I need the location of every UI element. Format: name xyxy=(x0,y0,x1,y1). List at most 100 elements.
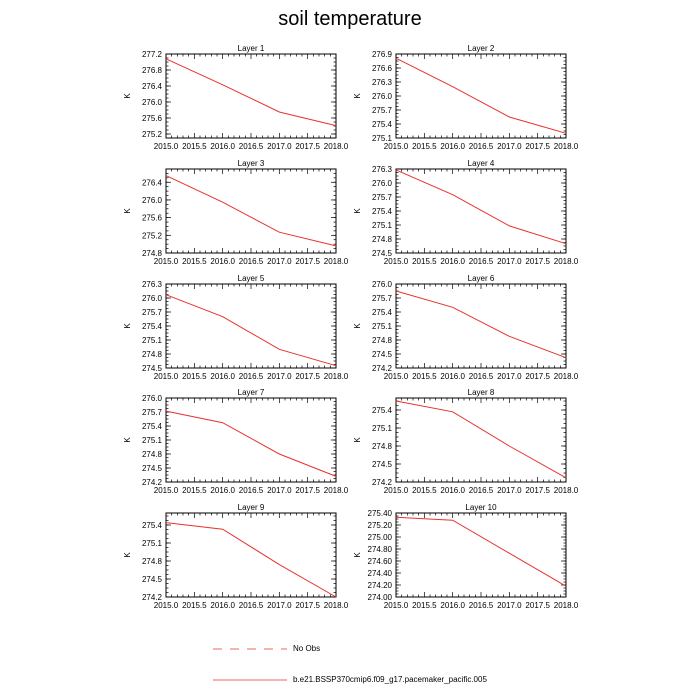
layer-8-ylabel: K xyxy=(353,437,362,443)
layer-2-xtick-label: 2016.0 xyxy=(440,142,465,151)
layer-1-xtick-label: 2015.5 xyxy=(182,142,207,151)
layer-8-ytick-label: 275.1 xyxy=(372,424,393,433)
layer-3-plot-frame xyxy=(165,168,337,254)
layer-8-ytick-label: 275.4 xyxy=(372,406,393,415)
layer-3-ytick-label: 275.2 xyxy=(142,231,163,240)
layer-5-ytick-label: 274.8 xyxy=(142,350,163,359)
layer-7-ytick-label: 275.1 xyxy=(142,436,163,445)
layer-9-ytick-label: 275.1 xyxy=(142,539,163,548)
layer-7-xtick-label: 2015.0 xyxy=(154,486,179,495)
layer-8-ytick-label: 274.8 xyxy=(372,442,393,451)
layer-9-series-line xyxy=(165,522,337,598)
layer-4-xtick-label: 2015.5 xyxy=(412,257,437,266)
layer-6-ytick-label: 275.7 xyxy=(372,294,393,303)
layer-5-plot-frame xyxy=(165,283,337,369)
layer-5-xtick-label: 2017.0 xyxy=(267,372,292,381)
layer-3-ytick-label: 275.6 xyxy=(142,214,163,223)
layer-6-xtick-label: 2015.0 xyxy=(384,372,409,381)
layer-8-xtick-label: 2017.0 xyxy=(497,486,522,495)
layer-10-ytick-label: 275.00 xyxy=(368,533,393,542)
layer-7-ytick-label: 276.0 xyxy=(142,394,163,403)
layer-9-xtick-label: 2017.5 xyxy=(295,601,320,610)
layer-1-plot-frame xyxy=(165,53,337,139)
layer-7-xtick-label: 2018.0 xyxy=(324,486,349,495)
layer-10-ytick-label: 274.80 xyxy=(368,545,393,554)
layer-4-ylabel: K xyxy=(353,208,362,214)
layer-4-ytick-label: 274.8 xyxy=(372,235,393,244)
layer-10-ytick-label: 275.40 xyxy=(368,509,393,518)
layer-2-xtick-label: 2017.5 xyxy=(525,142,550,151)
layer-3-xtick-label: 2015.0 xyxy=(154,257,179,266)
layer-2-ytick-label: 275.1 xyxy=(372,134,393,143)
layer-7-ytick-label: 274.8 xyxy=(142,450,163,459)
layer-5-series-line xyxy=(165,294,337,367)
layer-4-ytick-label: 274.5 xyxy=(372,249,393,258)
layer-2-xtick-label: 2015.5 xyxy=(412,142,437,151)
layer-9-ytick-label: 274.8 xyxy=(142,557,163,566)
layer-6-xtick-label: 2015.5 xyxy=(412,372,437,381)
layer-10-ytick-label: 274.20 xyxy=(368,581,393,590)
layer-9-ytick-label: 274.5 xyxy=(142,575,163,584)
layer-7-xtick-label: 2015.5 xyxy=(182,486,207,495)
layer-7-series-line xyxy=(165,410,337,477)
layer-6-plot-frame xyxy=(395,283,567,369)
layer-2-ytick-label: 276.6 xyxy=(372,64,393,73)
layer-10-plot-frame xyxy=(395,512,567,598)
layer-5-xtick-label: 2018.0 xyxy=(324,372,349,381)
layer-9-xtick-label: 2015.5 xyxy=(182,601,207,610)
layer-5-xtick-label: 2016.0 xyxy=(210,372,235,381)
layer-2-title: Layer 2 xyxy=(468,44,495,53)
layer-10-ytick-label: 274.40 xyxy=(368,569,393,578)
layer-2-xtick-label: 2016.5 xyxy=(469,142,494,151)
layer-1-xtick-label: 2016.0 xyxy=(210,142,235,151)
layer-10-xtick-label: 2016.0 xyxy=(440,601,465,610)
layer-5-ylabel: K xyxy=(123,323,132,329)
layer-10-xtick-label: 2017.5 xyxy=(525,601,550,610)
layer-2-ytick-label: 275.4 xyxy=(372,120,393,129)
layer-4-xtick-label: 2016.5 xyxy=(469,257,494,266)
layer-5-ytick-label: 275.7 xyxy=(142,308,163,317)
layer-3-xtick-label: 2017.5 xyxy=(295,257,320,266)
layer-10-title: Layer 10 xyxy=(465,503,497,512)
layer-2-ytick-label: 276.3 xyxy=(372,78,393,87)
layer-1-ytick-label: 276.0 xyxy=(142,98,163,107)
layer-5-ytick-label: 276.3 xyxy=(142,280,163,289)
layer-10-ytick-label: 275.20 xyxy=(368,521,393,530)
layer-8-title: Layer 8 xyxy=(468,388,495,397)
layer-8-ytick-label: 274.5 xyxy=(372,460,393,469)
layer-9-ylabel: K xyxy=(123,552,132,558)
layer-3-ytick-label: 276.4 xyxy=(142,178,163,187)
layer-5-title: Layer 5 xyxy=(238,274,265,283)
layer-1-xtick-label: 2017.0 xyxy=(267,142,292,151)
layer-6-ytick-label: 274.2 xyxy=(372,364,393,373)
layer-1-ytick-label: 275.6 xyxy=(142,114,163,123)
layer-4-xtick-label: 2017.5 xyxy=(525,257,550,266)
layer-5-xtick-label: 2016.5 xyxy=(239,372,264,381)
layer-6-xtick-label: 2017.0 xyxy=(497,372,522,381)
layer-3-ytick-label: 276.0 xyxy=(142,196,163,205)
layer-4-ytick-label: 275.4 xyxy=(372,207,393,216)
layer-5-ytick-label: 275.4 xyxy=(142,322,163,331)
layer-10-xtick-label: 2017.0 xyxy=(497,601,522,610)
layer-4-plot-frame xyxy=(395,168,567,254)
layer-10-xtick-label: 2018.0 xyxy=(554,601,579,610)
layer-1-ytick-label: 276.8 xyxy=(142,66,163,75)
layer-5-xtick-label: 2017.5 xyxy=(295,372,320,381)
layer-3-ylabel: K xyxy=(123,208,132,214)
layer-6-ytick-label: 276.0 xyxy=(372,280,393,289)
layer-6-xtick-label: 2017.5 xyxy=(525,372,550,381)
layer-1-ytick-label: 276.4 xyxy=(142,82,163,91)
layer-5-xtick-label: 2015.5 xyxy=(182,372,207,381)
layer-1-ytick-label: 275.2 xyxy=(142,130,163,139)
layer-7-xtick-label: 2016.0 xyxy=(210,486,235,495)
layer-6-xtick-label: 2016.0 xyxy=(440,372,465,381)
layer-2-series-line xyxy=(395,57,567,134)
